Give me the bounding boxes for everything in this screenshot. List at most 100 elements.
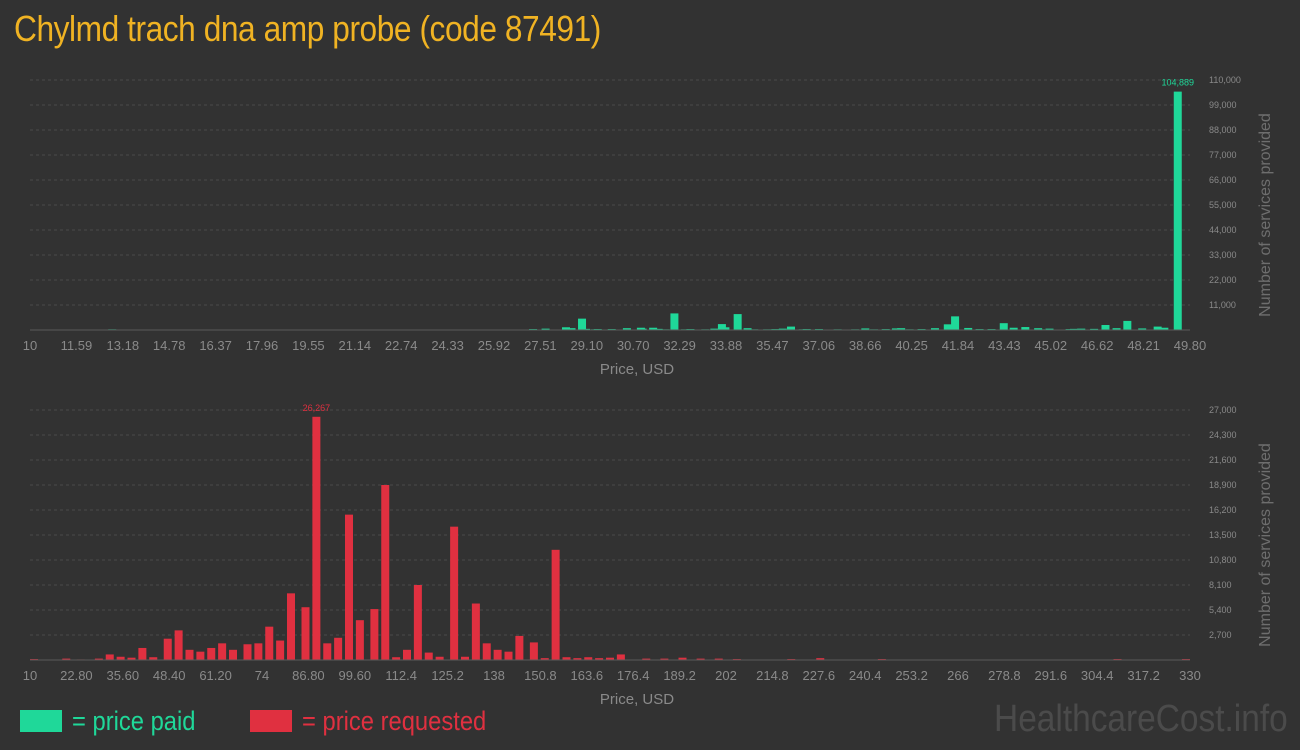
bar <box>573 658 582 660</box>
bar <box>149 657 158 660</box>
bar <box>930 328 939 330</box>
bar <box>1009 327 1018 330</box>
bar <box>714 658 723 660</box>
bar <box>312 416 321 660</box>
bar <box>861 328 870 330</box>
x-tick-label: 253.2 <box>895 668 928 683</box>
x-tick-label: 29.10 <box>571 338 604 353</box>
x-tick-label: 48.21 <box>1127 338 1160 353</box>
bar <box>1101 325 1110 330</box>
x-tick-label: 138 <box>483 668 505 683</box>
bar <box>482 643 491 660</box>
y-tick-label: 10,800 <box>1209 555 1237 565</box>
x-tick-label: 35.60 <box>107 668 140 683</box>
x-tick-label: 74 <box>255 668 269 683</box>
bar <box>1160 327 1169 330</box>
bar <box>94 658 103 660</box>
bar <box>207 647 216 660</box>
y-tick-label: 27,000 <box>1209 405 1237 415</box>
x-tick-label: 19.55 <box>292 338 325 353</box>
bar <box>1173 91 1182 330</box>
bar <box>606 657 614 660</box>
bar <box>345 514 353 660</box>
y-tick-label: 22,000 <box>1209 275 1237 285</box>
x-tick-label: 21.14 <box>339 338 372 353</box>
bar <box>461 656 469 660</box>
y-tick-label: 33,000 <box>1209 250 1237 260</box>
bar <box>515 635 524 660</box>
legend-price-paid: = price paid <box>20 705 212 737</box>
y-tick-label: 18,900 <box>1209 480 1237 490</box>
y-tick-label: 21,600 <box>1209 455 1237 465</box>
bar <box>1112 328 1121 330</box>
x-tick-label: 202 <box>715 668 737 683</box>
x-tick-label: 176.4 <box>617 668 650 683</box>
legend-label-requested: = price requested <box>302 705 487 736</box>
bar <box>1021 327 1030 330</box>
x-tick-label: 10 <box>23 668 37 683</box>
bar <box>287 593 295 660</box>
x-tick-label: 35.47 <box>756 338 789 353</box>
y-tick-label: 88,000 <box>1209 125 1237 135</box>
bar <box>174 630 183 660</box>
bar <box>642 658 651 660</box>
bar <box>897 328 906 330</box>
bar <box>1070 328 1078 330</box>
bar <box>717 324 726 330</box>
bar <box>561 327 570 330</box>
x-tick-label: 40.25 <box>895 338 928 353</box>
bar <box>323 643 332 660</box>
x-tick-label: 317.2 <box>1127 668 1160 683</box>
x-tick-label: 125.2 <box>431 668 464 683</box>
bar <box>196 651 205 660</box>
bar <box>276 640 285 660</box>
bar <box>529 642 538 660</box>
y-tick-label: 16,200 <box>1209 505 1237 515</box>
chart-price-requested: 27,000 24,300 21,600 18,900 16,200 13,500 10,8… <box>23 403 1274 708</box>
legend-label-paid: = price paid <box>72 705 196 736</box>
bar <box>218 643 227 660</box>
bar <box>163 638 172 660</box>
bar <box>450 526 459 660</box>
x-tick-label: 33.88 <box>710 338 743 353</box>
x-tick-label: 22.80 <box>60 668 93 683</box>
y-tick-label: 99,000 <box>1209 100 1237 110</box>
bar <box>660 658 669 660</box>
bar <box>1123 320 1132 330</box>
bar <box>1077 328 1086 330</box>
y-tick-label: 2,700 <box>1209 630 1232 640</box>
bar <box>413 585 422 660</box>
bar <box>595 658 604 660</box>
bar <box>891 328 900 330</box>
bar <box>778 328 787 330</box>
bar <box>265 626 274 660</box>
bar <box>370 609 379 660</box>
bar <box>493 649 502 660</box>
bar <box>1034 328 1043 330</box>
bar <box>334 637 343 660</box>
bar <box>943 324 952 330</box>
x-tick-label: 49.80 <box>1174 338 1207 353</box>
x-axis-title: Price, USD <box>600 361 674 378</box>
bar <box>670 313 679 330</box>
x-tick-label: 240.4 <box>849 668 882 683</box>
legend-swatch-requested <box>250 710 292 732</box>
x-tick-label: 214.8 <box>756 668 789 683</box>
bar <box>116 656 125 660</box>
bar <box>355 620 364 660</box>
bar <box>584 657 593 660</box>
bar <box>743 328 752 330</box>
x-tick-label: 13.18 <box>107 338 140 353</box>
bar <box>185 649 194 660</box>
x-tick-label: 41.84 <box>942 338 975 353</box>
max-value-label: 26,267 <box>303 403 331 413</box>
bar <box>562 657 571 660</box>
bar <box>392 657 401 660</box>
bar <box>381 485 390 660</box>
x-tick-label: 278.8 <box>988 668 1021 683</box>
max-value-label: 104,889 <box>1161 78 1194 88</box>
x-tick-label: 46.62 <box>1081 338 1114 353</box>
bar <box>678 657 687 660</box>
x-tick-label: 24.33 <box>431 338 464 353</box>
bar <box>999 323 1008 330</box>
